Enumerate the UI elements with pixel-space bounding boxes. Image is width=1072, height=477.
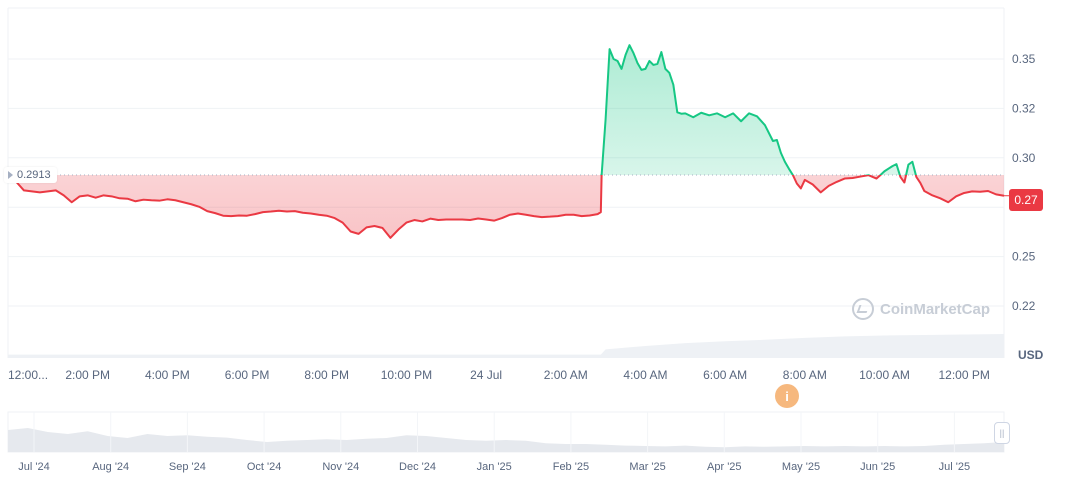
volume-area [8, 334, 1004, 358]
navigator-tick-label-3: Oct '24 [247, 461, 282, 473]
navigator-tick-label-4: Nov '24 [322, 461, 359, 473]
x-tick-label-0: 12:00... [8, 368, 48, 382]
navigator-area [8, 428, 1004, 452]
navigator-tick-label-5: Dec '24 [399, 461, 436, 473]
y-tick-label-0: 0.35 [1012, 52, 1036, 66]
navigator-tick-label-12: Jul '25 [939, 461, 970, 473]
navigator-tick-label-2: Sep '24 [169, 461, 206, 473]
x-tick-label-6: 24 Jul [470, 368, 502, 382]
navigator-right-handle[interactable]: || [994, 422, 1010, 444]
x-tick-label-2: 4:00 PM [145, 368, 190, 382]
x-tick-label-5: 10:00 PM [381, 368, 432, 382]
y-tick-label-3: 0.25 [1012, 250, 1036, 264]
navigator-tick-label-0: Jul '24 [18, 461, 49, 473]
navigator-tick-label-10: May '25 [782, 461, 820, 473]
x-tick-label-4: 8:00 PM [304, 368, 349, 382]
current-price-value: 0.27 [1014, 193, 1038, 207]
event-info-marker[interactable]: i [775, 384, 799, 408]
y-tick-label-2: 0.30 [1012, 151, 1036, 165]
x-tick-label-9: 6:00 AM [703, 368, 747, 382]
price-line-down [7, 174, 1005, 239]
navigator-tick-label-1: Aug '24 [92, 461, 129, 473]
y-tick-label-4: 0.22 [1012, 299, 1036, 313]
x-tick-label-3: 6:00 PM [225, 368, 270, 382]
navigator-tick-label-11: Jun '25 [860, 461, 895, 473]
reference-price-label: 0.2913 [4, 167, 57, 183]
x-tick-label-11: 10:00 AM [859, 368, 910, 382]
x-tick-label-1: 2:00 PM [65, 368, 110, 382]
y-tick-label-1: 0.32 [1012, 101, 1036, 115]
price-area-down [8, 174, 1004, 238]
info-icon: i [785, 388, 789, 404]
x-tick-label-10: 8:00 AM [783, 368, 827, 382]
coinmarketcap-watermark: CoinMarketCap [852, 298, 990, 320]
watermark-text: CoinMarketCap [880, 300, 991, 318]
drag-handle-icon: || [999, 428, 1005, 438]
navigator-tick-label-6: Jan '25 [477, 461, 512, 473]
x-tick-label-7: 2:00 AM [544, 368, 588, 382]
currency-unit-label: USD [1018, 348, 1044, 362]
x-tick-label-8: 4:00 AM [623, 368, 667, 382]
navigator-tick-label-8: Mar '25 [629, 461, 665, 473]
reference-price-value: 0.2913 [17, 169, 51, 181]
coinmarketcap-logo-icon [852, 298, 874, 320]
navigator-tick-label-9: Apr '25 [707, 461, 742, 473]
price-area-up [8, 45, 1004, 175]
navigator-tick-label-7: Feb '25 [553, 461, 589, 473]
x-tick-label-12: 12:00 PM [938, 368, 989, 382]
current-price-tag: 0.27 [1009, 189, 1043, 211]
